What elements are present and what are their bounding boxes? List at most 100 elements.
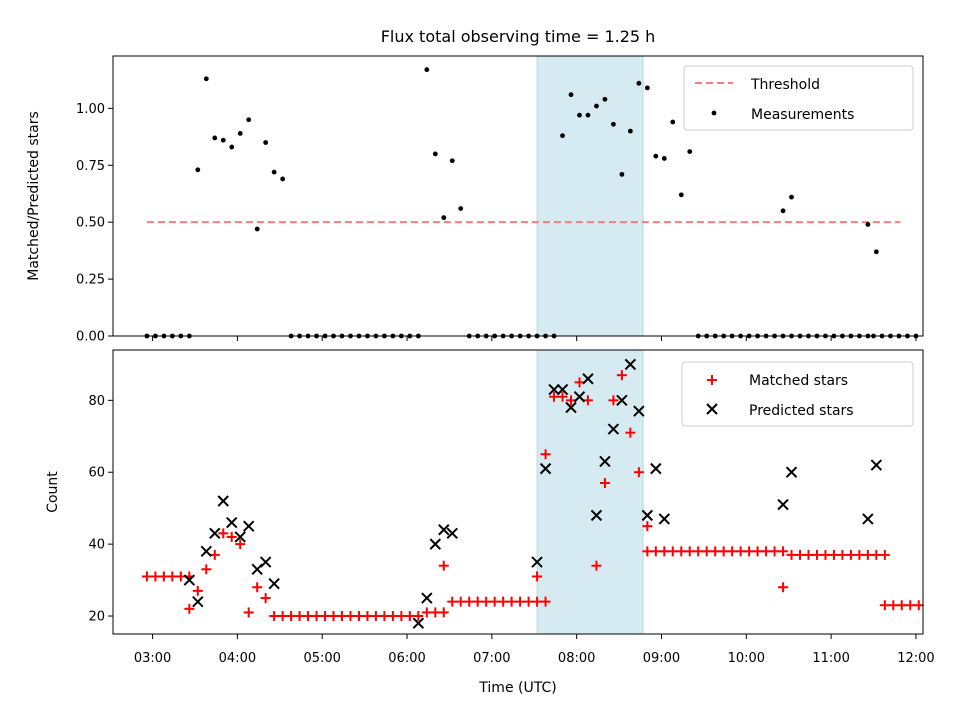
matched-star-point (744, 546, 755, 557)
measurement-point (203, 76, 209, 82)
measurement-point (636, 80, 642, 86)
legend-predicted-swatch (706, 403, 718, 415)
matched-star-point (438, 560, 449, 571)
measurement-point (780, 208, 786, 214)
predicted-star-point (548, 383, 560, 396)
measurement-point (594, 103, 599, 109)
matched-star-point (396, 611, 407, 622)
predicted-star-point (616, 394, 628, 407)
matched-star-point (761, 546, 772, 557)
x-tick-label: 08:00 (558, 651, 595, 666)
top-x-ticks (152, 336, 917, 341)
x-tick-label: 05:00 (303, 651, 340, 666)
y-tick-label: 40 (88, 538, 105, 553)
matched-star-point (718, 546, 729, 557)
matched-star-point (209, 549, 220, 560)
matched-star-point (778, 546, 789, 557)
matched-star-point (574, 377, 585, 388)
measurement-point (687, 149, 693, 155)
predicted-star-point (785, 466, 798, 478)
top-panel: 0.00 0.25 0.50 0.75 1.00 Flux total observin… (26, 27, 924, 345)
matched-star-point (862, 549, 873, 560)
measurement-point (195, 167, 201, 173)
matched-star-point (175, 571, 186, 582)
bottom-y-ticks: 20 40 60 80 (88, 394, 113, 625)
predicted-star-point (573, 391, 586, 403)
matched-star-point (540, 449, 551, 460)
predicted-star-point (777, 498, 789, 511)
predicted-star-point (862, 513, 874, 525)
y-tick-label: 80 (88, 394, 105, 409)
measurement-point (670, 119, 676, 125)
matched-star-point (447, 596, 458, 607)
bottom-axes-frame (112, 349, 924, 635)
measurement-point (611, 121, 616, 127)
matched-star-point (582, 395, 593, 406)
matched-star-point (905, 600, 916, 611)
matched-star-point (659, 546, 670, 557)
matched-star-point (260, 593, 271, 604)
predicted-star-point (412, 617, 425, 629)
matched-star-point (421, 607, 432, 618)
matched-star-point (218, 528, 229, 539)
matched-star-point (413, 611, 424, 622)
matched-star-point (557, 391, 568, 402)
matched-star-point (828, 549, 839, 560)
matched-star-point (286, 611, 297, 622)
matched-star-point (786, 549, 797, 560)
predicted-star-point (624, 358, 637, 371)
x-tick-label: 12:00 (897, 651, 934, 666)
legend-matched-swatch (707, 375, 717, 385)
predicted-star-point (633, 405, 645, 417)
matched-star-point (455, 596, 466, 607)
matched-star-point (506, 596, 517, 607)
matched-star-point (141, 571, 152, 582)
legend-x-mark (706, 403, 718, 415)
bottom-y-axis-label: Count (45, 471, 61, 513)
matched-star-point (353, 611, 364, 622)
matched-star-point (566, 395, 577, 406)
matched-star-point (311, 611, 322, 622)
measurement-point (873, 249, 879, 255)
measurement-point (432, 151, 438, 157)
matched-star-point (854, 549, 865, 560)
predicted-star-point (242, 520, 255, 532)
x-tick-label: 03:00 (134, 651, 171, 666)
matched-star-point (633, 467, 644, 478)
predicted-star-point (183, 574, 196, 586)
predicted-star-point (192, 595, 204, 608)
matched-star-point (489, 596, 500, 607)
matched-star-point (158, 571, 169, 582)
matched-star-point (277, 611, 288, 622)
matched-star-point (667, 546, 678, 557)
matched-star-point (871, 549, 882, 560)
matched-star-point (820, 549, 831, 560)
matched-star-point (464, 596, 475, 607)
matched-star-point (379, 611, 390, 622)
measurement-point (271, 169, 277, 175)
matched-star-point (337, 611, 348, 622)
measurement-point (577, 112, 582, 118)
predicted-star-point (650, 462, 662, 475)
matched-star-point (192, 585, 203, 596)
matched-star-point (616, 370, 627, 381)
matched-star-point (803, 549, 814, 560)
matched-star-point (693, 546, 704, 557)
predicted-star-point (226, 516, 238, 529)
predicted-star-point (641, 509, 654, 522)
matched-star-point (735, 546, 746, 557)
top-axes-frame (112, 55, 924, 337)
matched-star-point (532, 571, 543, 582)
matched-star-point (599, 478, 610, 489)
matched-star-point (252, 582, 263, 593)
measurement-point (644, 85, 650, 91)
measurement-point (263, 140, 269, 145)
matched-star-point (837, 549, 848, 560)
matched-star-point (778, 582, 789, 593)
legend-predicted-label: Predicted stars (749, 403, 854, 419)
matched-star-point (769, 546, 780, 557)
matched-star-point (913, 600, 924, 611)
matched-star-point (320, 611, 331, 622)
legend-plus-mark (707, 375, 717, 385)
